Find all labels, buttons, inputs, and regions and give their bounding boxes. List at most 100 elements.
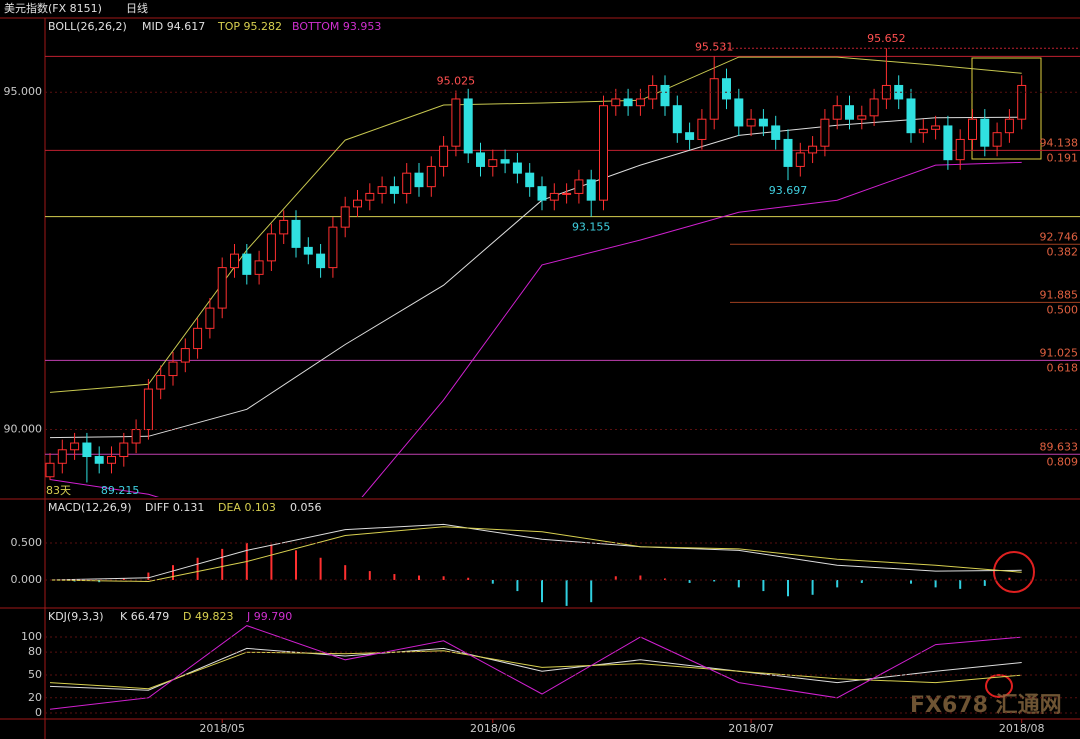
candle-body — [869, 98, 879, 117]
candle-body — [783, 138, 793, 167]
candle-body — [205, 307, 215, 329]
candle-body — [992, 132, 1002, 147]
candle-body — [316, 253, 326, 269]
k-label: K 66.479 — [120, 610, 169, 623]
candle-body — [611, 98, 621, 107]
candle-body — [722, 78, 731, 100]
candle-body — [968, 118, 977, 140]
candle-body — [660, 84, 670, 107]
candle-body — [931, 125, 941, 130]
candle-body — [45, 462, 55, 478]
macd-panel — [49, 523, 1022, 606]
candle-body — [279, 219, 289, 235]
candle-body — [586, 179, 596, 201]
price-panel — [45, 47, 1080, 497]
candle-body — [906, 98, 916, 134]
x-tick-label: 2018/07 — [728, 722, 774, 735]
j-line — [49, 625, 1022, 710]
candle-body — [734, 98, 744, 127]
candle-body — [143, 388, 153, 431]
boll-label: BOLL(26,26,2) — [48, 20, 127, 33]
candle-body — [599, 105, 608, 201]
boll-top-line — [49, 56, 1022, 393]
price-annotation: 93.155 — [572, 221, 611, 234]
boll-mid: MID 94.617 — [142, 20, 205, 33]
candle-body — [845, 105, 854, 120]
candle-body — [94, 456, 104, 464]
x-tick-label: 2018/06 — [470, 722, 516, 735]
candle-body — [119, 442, 129, 458]
diff-line — [49, 523, 1022, 581]
candle-body — [193, 327, 203, 350]
candle-body — [291, 219, 301, 248]
fib-ratio: 0.191 — [1047, 151, 1079, 164]
fib-price: 91.885 — [1040, 288, 1079, 301]
j-label: J 99.790 — [246, 610, 292, 623]
candle-body — [488, 159, 498, 167]
dea-line — [49, 526, 1022, 583]
candle-body — [439, 145, 449, 167]
candle-body — [758, 118, 768, 127]
y-tick-label: 50 — [28, 668, 42, 681]
fib-price: 91.025 — [1040, 346, 1079, 359]
candle-body — [795, 152, 805, 167]
highlight-circle — [993, 551, 1035, 593]
candle-body — [365, 192, 375, 201]
fib-ratio: 0.382 — [1047, 245, 1079, 258]
candle-body — [1004, 118, 1014, 134]
candle-body — [697, 118, 707, 140]
candle-body — [512, 162, 522, 174]
dea-label: DEA 0.103 — [218, 501, 276, 514]
candle-body — [217, 267, 227, 309]
fib-ratio: 0.809 — [1047, 455, 1079, 468]
fib-ratio: 0.500 — [1047, 303, 1079, 316]
diff-label: DIFF 0.131 — [145, 501, 204, 514]
candle-body — [808, 145, 818, 154]
candle-body — [242, 253, 252, 275]
candle-body — [70, 442, 80, 451]
candle-body — [549, 192, 559, 201]
candle-body — [82, 442, 92, 458]
macd-label: MACD(12,26,9) — [48, 501, 132, 514]
fib-ratio: 0.618 — [1047, 361, 1079, 374]
price-annotation: 95.025 — [437, 75, 476, 88]
y-tick-label: 80 — [28, 645, 42, 658]
candle-body — [377, 186, 387, 194]
candle-body — [353, 199, 362, 208]
candle-body — [414, 172, 424, 188]
candle-body — [574, 179, 584, 194]
title: 美元指数(FX 8151) — [4, 1, 102, 15]
macd-value: 0.056 — [290, 501, 322, 514]
candle-body — [254, 260, 264, 275]
days-label: 83天 — [46, 484, 71, 497]
candle-body — [685, 132, 695, 140]
candle-body — [328, 226, 338, 269]
y-tick-label: 0 — [35, 706, 42, 719]
y-tick-label: 0.000 — [11, 573, 43, 586]
price-annotation: 89.215 — [101, 484, 139, 497]
candle-body — [820, 118, 830, 147]
candle-body — [180, 348, 190, 363]
y-tick-label: 95.000 — [4, 85, 43, 98]
price-annotation: 93.697 — [769, 184, 808, 197]
highlight-circle — [985, 674, 1013, 698]
period[interactable]: 日线 — [126, 1, 148, 15]
candle-body — [623, 98, 633, 107]
candle-body — [525, 172, 535, 188]
candle-body — [463, 98, 473, 154]
boll-top: TOP 95.282 — [217, 20, 282, 33]
candle-body — [156, 375, 166, 390]
fib-price: 89.633 — [1040, 440, 1079, 453]
y-tick-label: 20 — [28, 691, 42, 704]
y-tick-label: 90.000 — [4, 423, 43, 436]
kdj-label: KDJ(9,3,3) — [48, 610, 104, 623]
candle-body — [57, 449, 67, 464]
candle-body — [426, 165, 436, 188]
candle-body — [340, 206, 350, 228]
watermark: FX678 汇通网 — [910, 693, 1062, 718]
candle-body — [500, 159, 510, 164]
candle-body — [955, 138, 965, 161]
candle-body — [107, 456, 116, 464]
candle-body — [402, 172, 412, 194]
y-tick-label: 0.500 — [11, 536, 43, 549]
